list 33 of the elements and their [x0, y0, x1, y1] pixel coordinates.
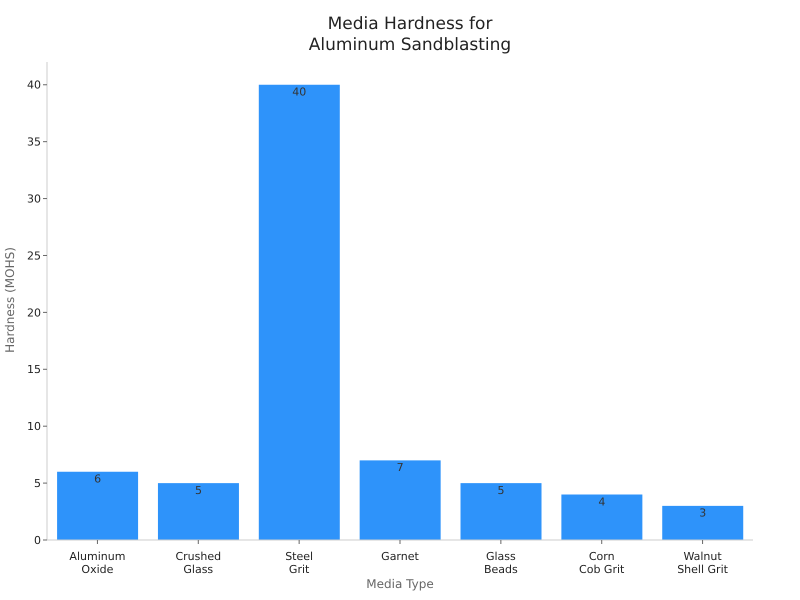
x-tick-label: Corn Cob Grit — [579, 550, 626, 576]
x-tick-label: Steel Grit — [285, 550, 314, 576]
y-tick-label: 0 — [34, 534, 41, 547]
x-axis-title: Media Type — [365, 577, 435, 591]
x-tick-label: Walnut Shell Grit — [677, 550, 729, 576]
y-tick-label: 5 — [34, 477, 41, 490]
x-tick-label: Garnet — [381, 550, 420, 563]
data-label: 7 — [396, 461, 404, 474]
data-label: 5 — [194, 484, 202, 497]
data-label: 5 — [498, 484, 505, 497]
data-label: 4 — [598, 495, 606, 508]
y-tick-label: 25 — [27, 249, 41, 262]
data-label: 6 — [94, 472, 102, 486]
y-tick-label: 10 — [27, 420, 41, 434]
x-tick-label: Crushed Glass — [175, 550, 222, 576]
chart-title: Media Hardness for Aluminum Sandblasting — [308, 14, 512, 56]
y-tick-label: 35 — [27, 136, 41, 149]
bar — [57, 472, 138, 540]
y-tick-label: 30 — [27, 192, 41, 206]
bar — [662, 506, 744, 540]
y-tick-label: 40 — [27, 78, 41, 92]
bar — [561, 494, 642, 540]
x-tick-label: Aluminum Oxide — [69, 550, 126, 576]
y-tick-label: 15 — [27, 363, 41, 376]
data-label: 40 — [292, 86, 306, 99]
x-tick-label: Glass Beads — [484, 550, 518, 576]
y-axis-title: Hardness (MOHS) — [3, 247, 17, 353]
bar — [158, 483, 239, 540]
bar — [460, 483, 542, 540]
y-tick-label: 20 — [27, 306, 41, 320]
data-label: 3 — [699, 506, 706, 520]
bar — [360, 460, 441, 540]
bar — [258, 84, 340, 540]
